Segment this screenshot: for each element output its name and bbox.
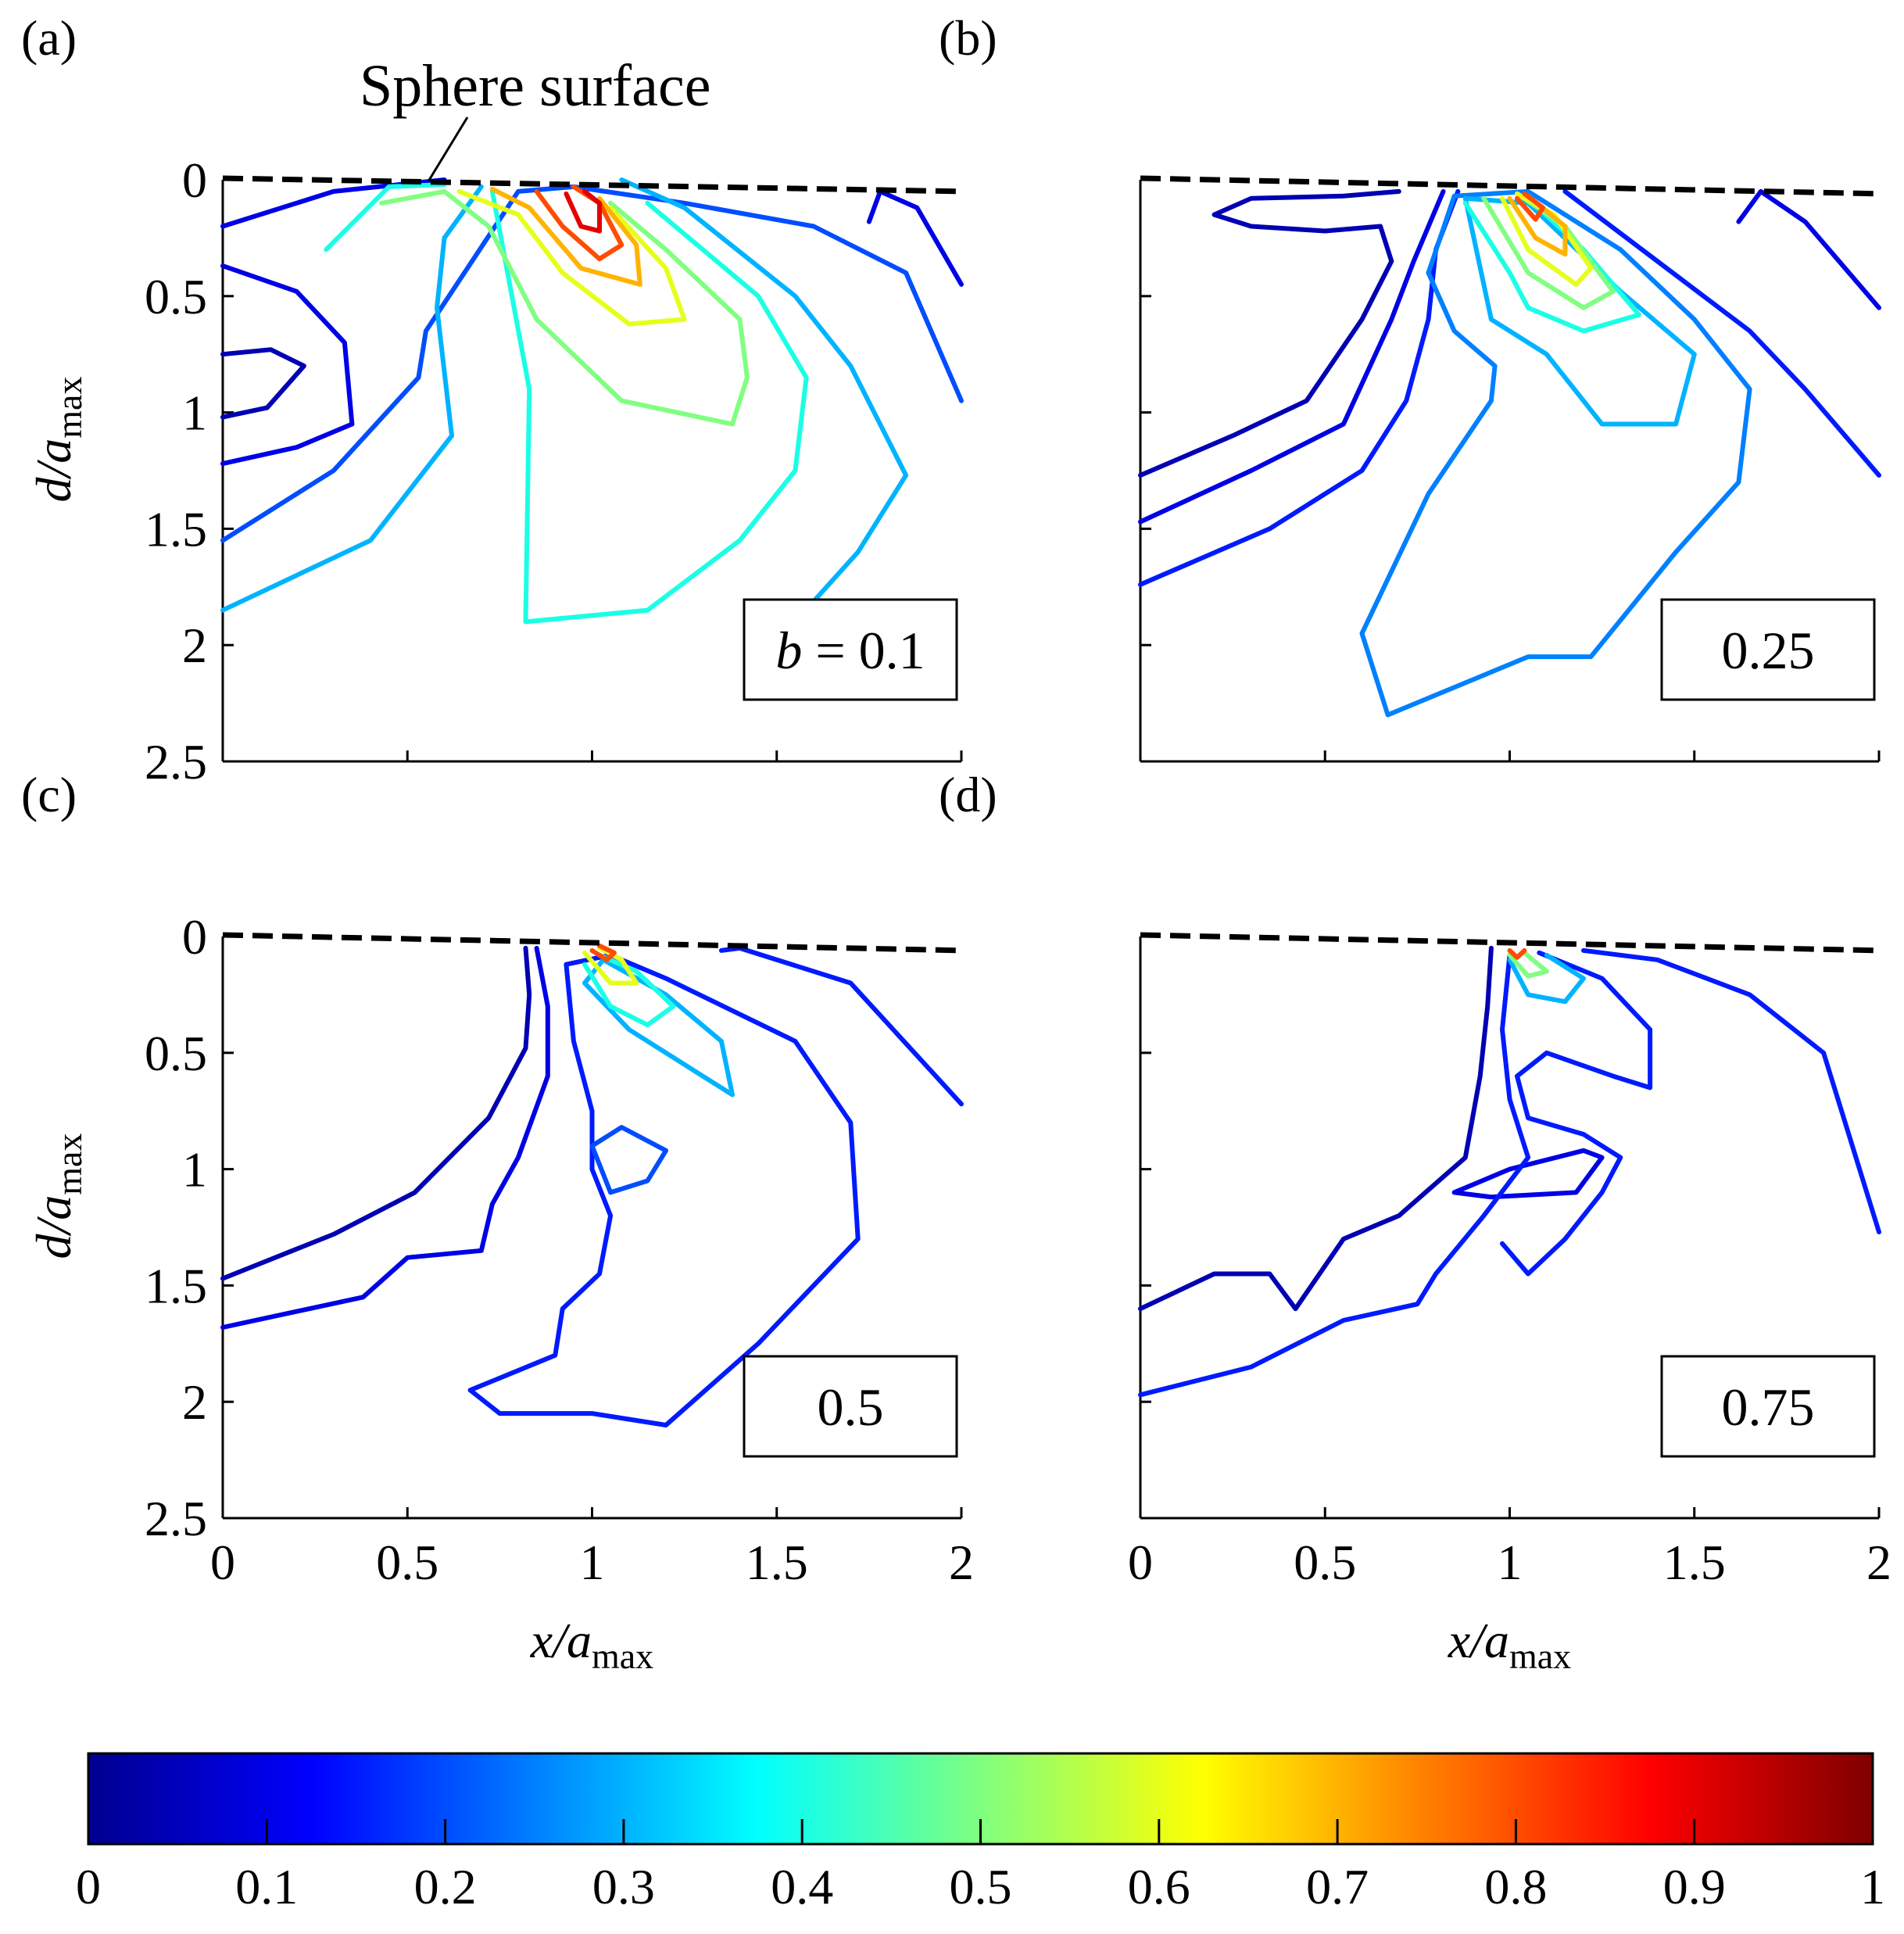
contour-line (1736, 188, 1881, 310)
contour-line (564, 188, 602, 234)
panel-label: (b) (939, 10, 997, 66)
contour-line (1138, 952, 1531, 1398)
contour-line (582, 952, 676, 1028)
annotation-pointer (427, 116, 469, 182)
colorbar-tick-label: 0 (76, 1859, 101, 1914)
colorbar-tick-label: 0.5 (950, 1859, 1012, 1914)
y-tick-label: 0.5 (145, 269, 207, 324)
y-axis-label: d/amax (26, 377, 89, 503)
panel-label: (a) (21, 10, 77, 66)
panel-2: 0 0.5 1 1.5 2 0 0.5 1 1.5 2 2.5 (c) 0.5 x/amax d/amax (21, 767, 974, 1676)
colorbar-tick-label: 0.7 (1306, 1859, 1369, 1914)
contour-line (489, 186, 642, 287)
y-tick-label: 1 (182, 1142, 207, 1198)
contour-line (1500, 950, 1653, 1277)
y-tick-label: 1.5 (145, 501, 207, 557)
y-tick-label: 2.5 (145, 734, 207, 790)
b-value-text: b = 0.1 (775, 621, 925, 680)
contour-line (589, 943, 617, 962)
colorbar-tick-label: 0.2 (414, 1859, 477, 1914)
x-tick-label: 0.5 (376, 1535, 438, 1590)
contour-line (220, 184, 964, 543)
contour-line (1581, 947, 1881, 1234)
y-tick-label: 0 (182, 152, 207, 208)
contour-line (1138, 188, 1401, 478)
colorbar-tick-label: 0.3 (592, 1859, 655, 1914)
x-tick-label: 1 (1498, 1535, 1523, 1590)
contour-line (619, 177, 909, 625)
contour-line (589, 1125, 668, 1195)
panel-1: (b) 0.25 (939, 10, 1881, 763)
sphere-surface-line (222, 932, 962, 954)
contour-line (379, 188, 750, 427)
x-tick-label: 1.5 (746, 1535, 808, 1590)
contour-line (456, 188, 687, 327)
contour-line (1515, 191, 1545, 222)
contour-line (1507, 193, 1568, 257)
colorbar-tick-label: 0.9 (1663, 1859, 1726, 1914)
contour-line (1359, 188, 1752, 718)
contour-line (1507, 947, 1527, 960)
x-tick-label: 1 (580, 1535, 605, 1590)
y-tick-label: 2 (182, 618, 207, 673)
contour-line (1451, 1148, 1605, 1200)
panel-label: (d) (939, 767, 997, 822)
b-value-box (1660, 598, 1876, 701)
x-tick-label: 1.5 (1663, 1535, 1726, 1590)
sphere-surface-line (222, 175, 962, 195)
b-value-text: 0.5 (818, 1377, 884, 1437)
y-axis-label: d/amax (26, 1134, 89, 1259)
y-tick-label: 0.5 (145, 1026, 207, 1081)
sphere-surface-annotation: Sphere surface (360, 53, 710, 119)
contour-line (220, 945, 532, 1281)
y-tick-label: 0 (182, 909, 207, 965)
contour-line (1138, 188, 1461, 587)
b-value-text: 0.75 (1722, 1377, 1815, 1437)
colorbar-tick-label: 0.4 (771, 1859, 833, 1914)
b-value-box (743, 1355, 958, 1458)
contour-line (489, 188, 809, 625)
colorbar-tick-label: 0.6 (1128, 1859, 1190, 1914)
contour-line (1138, 188, 1446, 525)
x-tick-label: 0 (1128, 1535, 1153, 1590)
contour-line (220, 263, 355, 467)
x-tick-label: 2 (949, 1535, 974, 1590)
x-axis-label: x/amax (1448, 1613, 1571, 1676)
b-value-box (743, 598, 958, 701)
contour-line (220, 945, 550, 1330)
contour-line (1562, 188, 1881, 478)
y-tick-label: 2 (182, 1374, 207, 1430)
y-tick-label: 1.5 (145, 1258, 207, 1313)
colorbar-tick-label: 0.8 (1484, 1859, 1547, 1914)
contour-line (220, 184, 484, 613)
contour-line (220, 347, 306, 420)
panel-0: 0 0.5 1 1.5 2 2.5 (a) b = 0.1 d/amax Sphere surfa… (21, 10, 964, 790)
b-value-box (1660, 1355, 1876, 1458)
sphere-surface-line (1140, 932, 1880, 954)
contour-line (324, 182, 447, 252)
b-value-text: 0.25 (1722, 621, 1815, 680)
sphere-surface-line (1140, 175, 1880, 197)
y-tick-label: 2.5 (145, 1491, 207, 1546)
contour-line (582, 957, 735, 1098)
y-tick-label: 1 (182, 385, 207, 441)
x-tick-label: 0 (210, 1535, 235, 1590)
contour-line (866, 188, 964, 287)
contour-line (1507, 952, 1586, 1005)
contour-line (1507, 950, 1549, 979)
colorbar: 0 0.1 0.2 0.3 0.4 0.5 0.6 0.7 0.8 0.9 1 (76, 1752, 1885, 1914)
colorbar-tick-label: 1 (1860, 1859, 1885, 1914)
x-tick-label: 0.5 (1294, 1535, 1356, 1590)
contour-line (718, 945, 964, 1107)
contour-line (1138, 945, 1494, 1312)
panel-label: (c) (21, 767, 77, 822)
contour-line (1462, 195, 1697, 427)
x-axis-label: x/amax (530, 1613, 653, 1676)
colorbar-tick-label: 0.1 (235, 1859, 298, 1914)
panel-3: 0 0.5 1 1.5 2 (d) 0.75 x/amax (939, 767, 1891, 1676)
x-tick-label: 2 (1866, 1535, 1891, 1590)
